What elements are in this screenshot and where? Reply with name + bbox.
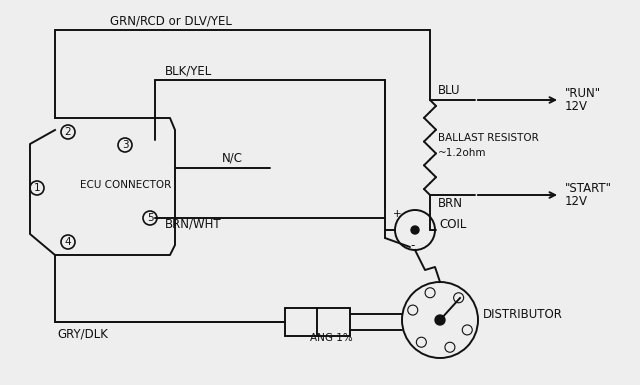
Text: COIL: COIL [439,218,467,231]
Text: 5: 5 [147,213,154,223]
Text: 4: 4 [65,237,71,247]
Text: BLU: BLU [438,84,461,97]
Text: N/C: N/C [222,152,243,164]
Text: 12V: 12V [565,194,588,208]
Text: 3: 3 [122,140,128,150]
Text: GRY/DLK: GRY/DLK [57,328,108,340]
Text: 1: 1 [34,183,40,193]
Circle shape [411,226,419,234]
Text: "RUN": "RUN" [565,87,601,99]
Text: ANG 1%: ANG 1% [310,333,353,343]
Text: BALLAST RESISTOR: BALLAST RESISTOR [438,132,539,142]
Text: BLK/YEL: BLK/YEL [165,65,212,77]
Text: 2: 2 [65,127,71,137]
Text: ~1.2ohm: ~1.2ohm [438,147,486,157]
Text: GRN/RCD or DLV/YEL: GRN/RCD or DLV/YEL [110,15,232,27]
Text: "START": "START" [565,181,612,194]
Text: -: - [411,239,415,253]
Text: BRN/WHT: BRN/WHT [165,218,221,231]
Text: BRN: BRN [438,196,463,209]
Text: 12V: 12V [565,99,588,112]
Circle shape [435,315,445,325]
Text: +: + [393,209,401,219]
Text: DISTRIBUTOR: DISTRIBUTOR [483,308,563,321]
Text: ECU CONNECTOR: ECU CONNECTOR [80,180,172,190]
